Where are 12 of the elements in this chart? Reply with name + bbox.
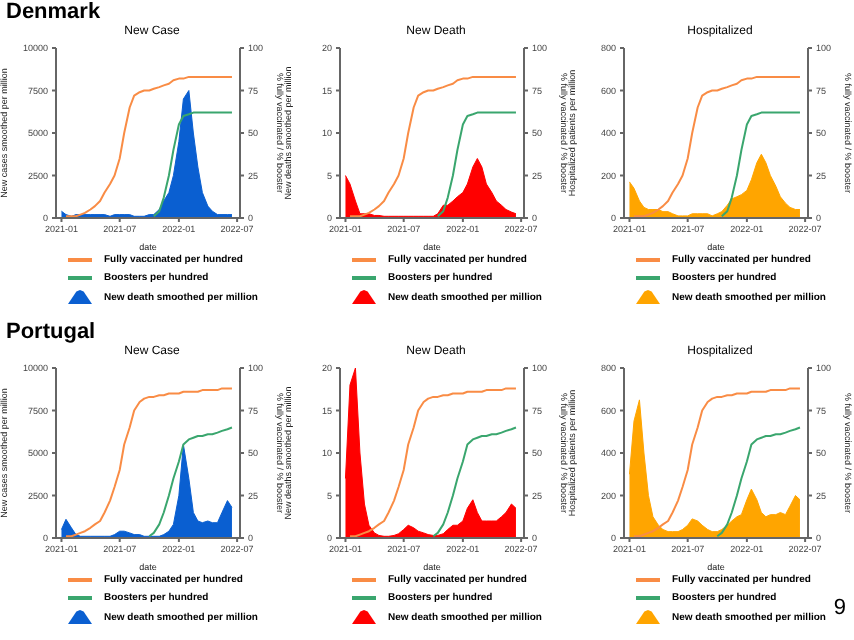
line-series [720, 111, 801, 218]
line-series [432, 426, 517, 538]
text: Denmark [4, 0, 103, 26]
line-series [348, 75, 517, 218]
line-series [716, 426, 801, 538]
line-series [148, 426, 233, 538]
text: Portugal [4, 320, 98, 346]
line-series [64, 387, 233, 538]
line-series [632, 75, 801, 218]
line-series [436, 111, 517, 218]
text: 9 [833, 596, 846, 620]
line-series [152, 111, 233, 218]
